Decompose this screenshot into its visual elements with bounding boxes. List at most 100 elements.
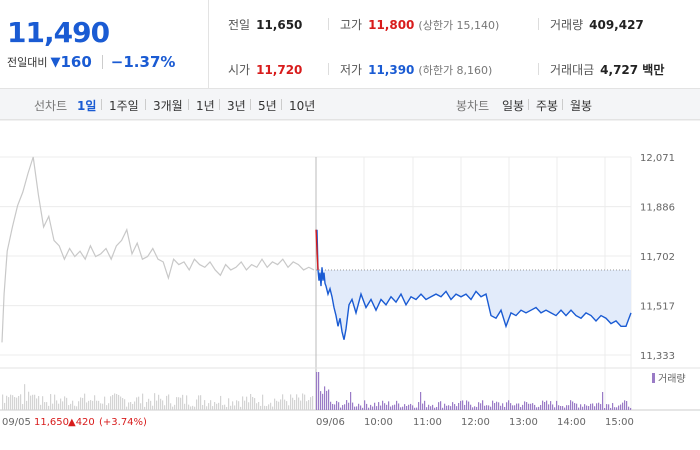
volume-bar [184,403,186,410]
volume-bar [626,401,628,410]
volume-bar [166,395,168,410]
volume-bar [284,399,286,410]
volume-bar [372,406,374,410]
tab-5y[interactable]: 5년 [258,99,277,113]
volume-bar [36,398,38,410]
volume-bar [408,404,410,410]
volume-bar [260,405,262,410]
x-tick-label: 09/06 [316,417,345,428]
volume-bar [326,390,328,410]
volume-bar [180,397,182,410]
volume-bar [52,403,54,410]
volume-bar [430,406,432,410]
volume-bar [446,405,448,410]
stat-prev-label: 전일 [228,18,251,32]
tab-daily[interactable]: 일봉 [502,99,525,113]
divider [188,99,189,110]
volume-bar [76,406,78,410]
prev-day-change: ▲420 [68,417,95,428]
volume-bar [240,406,242,410]
tab-weekly[interactable]: 주봉 [536,99,559,113]
volume-bar [594,406,596,410]
volume-bar [568,405,570,410]
volume-bar [450,406,452,410]
volume-bar [630,407,632,410]
volume-bar [50,394,52,410]
volume-bar [498,402,500,410]
volume-bar [168,394,170,410]
tab-1w[interactable]: 1주일 [109,99,139,113]
volume-bar [292,397,294,410]
change-amount: 160 [60,53,92,71]
volume-bar [466,400,468,410]
volume-bar [102,403,104,410]
volume-bar [340,407,342,410]
volume-bar [196,399,198,410]
volume-bar [496,401,498,410]
price-box: 11,490 전일대비 ▼ 160 −1.37% [0,0,209,88]
volume-bar [494,403,496,410]
volume-bar [382,400,384,410]
volume-bar [330,401,332,410]
volume-bar [26,400,28,410]
tab-1y[interactable]: 1년 [196,99,215,113]
volume-bar [616,407,618,410]
volume-bar [490,406,492,410]
volume-bar [14,397,16,410]
volume-bar [454,404,456,410]
volume-bar [358,403,360,410]
volume-bar [530,403,532,410]
volume-bar [58,403,60,410]
volume-bar [482,400,484,410]
volume-bar [436,406,438,410]
volume-bar [200,395,202,410]
volume-bar [316,372,318,410]
volume-bar [44,402,46,410]
volume-bar [394,404,396,410]
lower-limit: (하한가 8,160) [418,63,493,77]
volume-bar [194,406,196,410]
x-tick-label: 10:00 [364,417,393,428]
volume-bar [418,402,420,410]
volume-bar [512,405,514,410]
volume-bar [278,401,280,410]
volume-bar [56,400,58,410]
volume-bar [550,401,552,410]
divider [101,99,102,110]
divider [328,63,329,75]
volume-bar [30,395,32,410]
volume-bar [410,403,412,410]
volume-bar [368,407,370,410]
volume-bar [72,400,74,410]
volume-bar [6,395,8,410]
volume-bar [536,407,538,410]
tab-monthly[interactable]: 월봉 [570,99,593,113]
line-chart-label: 선차트 [34,99,68,113]
volume-bar [232,401,234,410]
tab-3y[interactable]: 3년 [227,99,246,113]
y-tick-label: 12,071 [640,153,675,164]
volume-bar [484,405,486,410]
volume-bar [614,407,616,410]
volume-bar [192,405,194,410]
volume-bar [308,400,310,410]
volume-bar [136,397,138,410]
volume-bar [288,405,290,410]
volume-bar [164,405,166,410]
volume-bar [390,406,392,410]
candle-chart-label: 봉차트 [456,99,490,113]
volume-bar [448,405,450,410]
tab-10y[interactable]: 10년 [289,99,316,113]
volume-bar [384,403,386,410]
tab-1d[interactable]: 1일 [77,99,97,113]
volume-bar [620,404,622,410]
volume-bar [370,404,372,410]
volume-bar [354,406,356,410]
change-label: 전일대비 [7,56,48,69]
stat-amount-label: 거래대금 [550,63,595,77]
y-tick-label: 11,517 [640,302,675,313]
volume-bar [8,397,10,410]
tab-3m[interactable]: 3개월 [153,99,183,113]
volume-bar [414,407,416,410]
